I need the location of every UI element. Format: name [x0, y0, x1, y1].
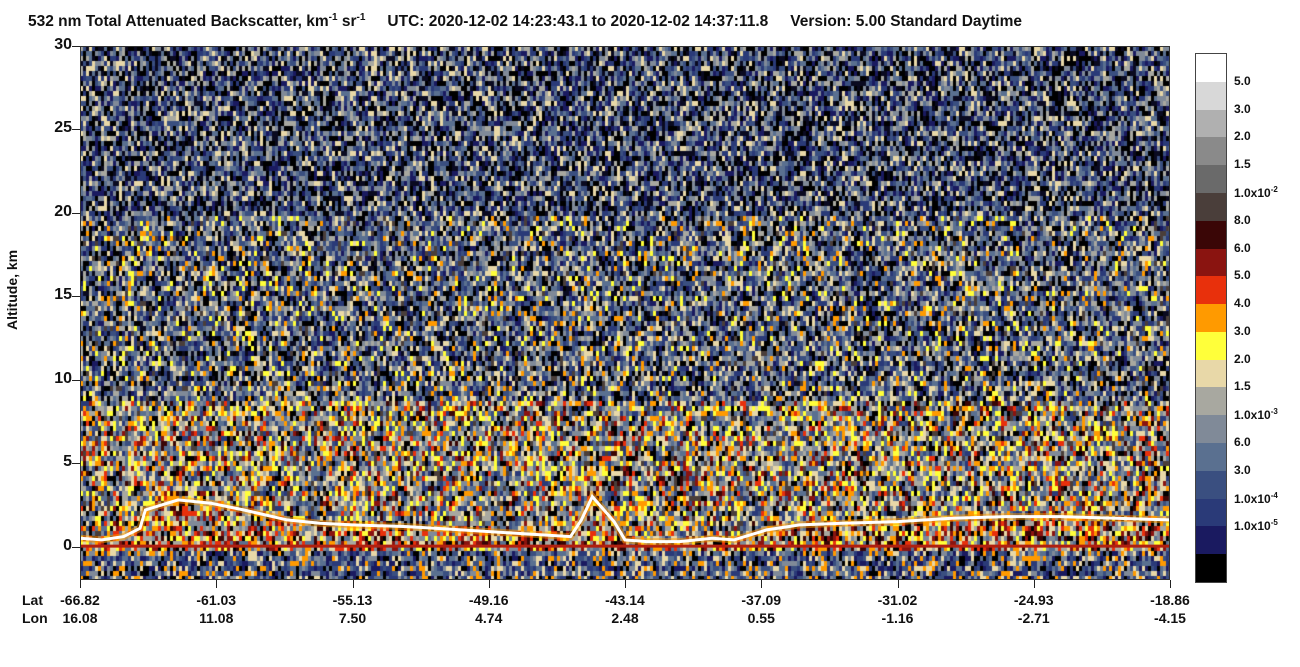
lon-tick-label: 4.74: [475, 610, 503, 626]
y-tick-mark: [72, 46, 80, 47]
plot-area: [80, 46, 1170, 580]
colorbar-label: 5.0: [1234, 268, 1251, 283]
colorbar-segment: [1196, 109, 1226, 138]
y-tick-mark: [72, 212, 80, 214]
colorbar: [1195, 53, 1227, 583]
colorbar-segment: [1196, 470, 1226, 500]
lat-tick-label: -49.16: [468, 592, 509, 608]
colorbar-segment: [1196, 443, 1226, 472]
x-tick-mark: [625, 580, 626, 588]
colorbar-segment: [1196, 359, 1226, 388]
lon-tick-label: -1.16: [881, 610, 914, 626]
y-tick-mark: [72, 546, 80, 548]
cloud-top-layer: [80, 493, 1170, 544]
y-tick-label: 10: [54, 369, 72, 387]
title-mid: sr: [337, 13, 357, 31]
colorbar-label: 1.5: [1234, 379, 1251, 394]
lat-tick-label: -61.03: [196, 592, 237, 608]
colorbar-segment: [1196, 248, 1226, 277]
lat-tick-label: -66.82: [60, 592, 100, 608]
lat-tick-label: -24.93: [1013, 592, 1054, 608]
colorbar-label: 6.0: [1234, 435, 1251, 450]
x-tick-mark: [80, 580, 81, 588]
colorbar-label: 1.0x10-4: [1234, 490, 1278, 506]
colorbar-segment: [1196, 220, 1226, 250]
x-tick-mark: [216, 580, 218, 588]
x-tick-mark: [897, 580, 899, 588]
title-exponent-1: -1: [328, 12, 338, 23]
colorbar-segment: [1196, 554, 1226, 583]
colorbar-segment: [1196, 165, 1226, 194]
lon-tick-label: 2.48: [611, 610, 639, 626]
backscatter-noise-field: [80, 46, 1170, 580]
plot-frame: [80, 46, 1170, 580]
x-tick-mark: [761, 580, 763, 588]
chart-title: 532 nm Total Attenuated Backscatter, km-…: [28, 12, 1022, 31]
colorbar-segment: [1196, 137, 1226, 166]
y-tick-mark: [72, 129, 80, 131]
colorbar-label: 5.0: [1234, 73, 1251, 88]
lat-tick-label: -31.02: [877, 592, 918, 608]
colorbar-segment: [1196, 415, 1226, 444]
y-tick-label: 30: [54, 36, 72, 53]
x-tick-mark: [488, 580, 490, 588]
colorbar-segment: [1196, 387, 1226, 416]
lon-tick-label: -2.71: [1017, 610, 1050, 626]
colorbar-segment: [1196, 54, 1226, 83]
lat-tick-label: -37.09: [741, 592, 782, 608]
colorbar-segment: [1196, 304, 1226, 333]
lat-tick-label: -43.14: [605, 592, 645, 608]
lon-tick-label: 11.08: [199, 610, 234, 626]
colorbar-label: 2.0: [1234, 351, 1251, 366]
y-tick-label: 20: [54, 202, 72, 220]
lat-tick-label: -18.86: [1150, 592, 1190, 608]
surface-return-line: [80, 544, 1170, 548]
colorbar-segment: [1196, 498, 1226, 527]
lat-row-label: Lat: [22, 592, 43, 608]
x-tick-mark: [1170, 580, 1171, 588]
x-tick-mark: [1033, 580, 1035, 588]
utc-range: UTC: 2020-12-02 14:23:43.1 to 2020-12-02…: [387, 13, 769, 31]
lon-row-label: Lon: [22, 610, 48, 626]
x-tick-mark: [352, 580, 354, 588]
colorbar-segment: [1196, 192, 1226, 222]
y-tick-label: 0: [63, 536, 72, 554]
y-tick-mark: [72, 296, 80, 298]
colorbar-segment: [1196, 276, 1226, 305]
y-tick-mark: [72, 463, 80, 465]
colorbar-label: 1.0x10-3: [1234, 407, 1278, 423]
colorbar-label: 1.5: [1234, 157, 1251, 172]
colorbar-label: 4.0: [1234, 296, 1251, 311]
colorbar-segment: [1196, 81, 1226, 111]
y-tick-mark: [72, 379, 80, 381]
y-axis-label: Altitude, km: [4, 249, 20, 330]
y-tick-label: 15: [54, 286, 72, 304]
colorbar-label: 3.0: [1234, 323, 1251, 338]
lon-tick-label: 16.08: [62, 610, 98, 626]
colorbar-label: 8.0: [1234, 212, 1251, 227]
lon-tick-label: -4.15: [1154, 610, 1186, 626]
lon-tick-label: 7.50: [338, 610, 367, 626]
colorbar-label: 2.0: [1234, 129, 1251, 144]
colorbar-label: 3.0: [1234, 462, 1251, 477]
backscatter-heatmap: [80, 46, 1170, 580]
title-exponent-2: -1: [356, 12, 366, 23]
y-tick-label: 5: [63, 453, 72, 471]
lon-tick-label: 0.55: [747, 610, 775, 626]
title-main: 532 nm Total Attenuated Backscatter, km: [28, 13, 329, 31]
colorbar-label: 1.0x10-2: [1234, 184, 1278, 200]
colorbar-segment: [1196, 331, 1226, 361]
colorbar-label: 3.0: [1234, 101, 1251, 116]
version-label: Version: 5.00 Standard Daytime: [790, 13, 1022, 31]
colorbar-label: 6.0: [1234, 240, 1251, 255]
y-tick-label: 25: [54, 119, 72, 137]
colorbar-segment: [1196, 526, 1226, 555]
lat-tick-label: -55.13: [332, 592, 373, 608]
colorbar-label: 1.0x10-5: [1234, 518, 1278, 534]
